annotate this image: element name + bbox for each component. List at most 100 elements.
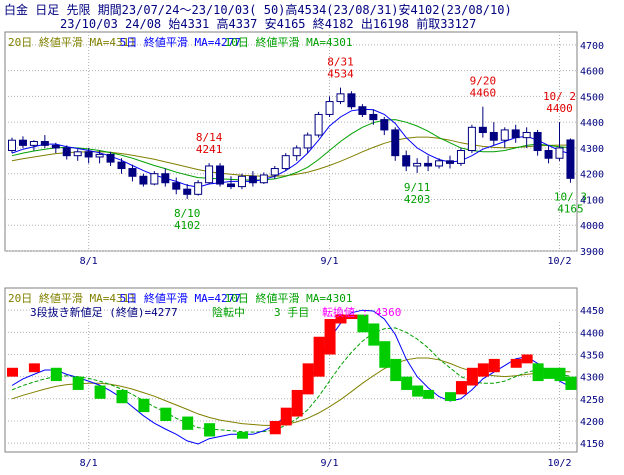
candle xyxy=(435,158,444,169)
annotation-high-value: 4400 xyxy=(546,102,573,115)
candle-body-down xyxy=(18,139,27,146)
candle-body-up xyxy=(95,153,104,158)
annotation-low-value: 4203 xyxy=(404,193,431,206)
top-ytick-label: 4600 xyxy=(580,67,604,78)
candle xyxy=(29,140,38,151)
top-ma10-line xyxy=(11,119,571,181)
candle xyxy=(347,91,356,110)
candle-body-up xyxy=(237,175,246,188)
candle-body-down xyxy=(216,165,225,185)
kagi-block-up xyxy=(335,314,347,324)
bot-ytick-label: 4350 xyxy=(580,350,604,361)
candle xyxy=(128,164,137,182)
kagi-block-up xyxy=(7,367,18,377)
candle-body-up xyxy=(194,182,203,195)
candle xyxy=(62,145,71,160)
candle xyxy=(402,150,411,172)
candle xyxy=(270,165,279,179)
bot-xtick-label: 10/2 xyxy=(547,458,571,469)
annotation-low-date: 8/10 xyxy=(174,207,201,220)
top-ytick-label: 4400 xyxy=(580,118,604,129)
candle-body-up xyxy=(259,174,268,184)
header-line-1: 白金 日足 先限 期間23/07/24～23/10/03( 50)高4534(2… xyxy=(4,2,512,17)
candle-body-down xyxy=(489,131,498,141)
top-ytick-label: 4700 xyxy=(580,41,604,52)
kagi-block-up xyxy=(291,389,303,417)
annotation-high-date: 10/ 2 xyxy=(543,90,576,103)
candle xyxy=(369,109,378,125)
candle xyxy=(336,87,345,105)
candle-body-up xyxy=(205,165,214,184)
annotation-high-value: 4241 xyxy=(196,143,223,156)
kagi-block-down xyxy=(357,314,369,333)
bot-ytick-label: 4300 xyxy=(580,373,604,384)
candle-body-down xyxy=(139,175,148,185)
kagi-block-down xyxy=(94,385,106,399)
candle xyxy=(325,96,334,118)
kagi-block-down xyxy=(204,423,216,437)
candle-body-down xyxy=(391,129,400,157)
kagi-block-down xyxy=(182,416,194,430)
kagi-block-down xyxy=(50,367,62,382)
candle xyxy=(150,171,159,186)
candle xyxy=(544,145,553,164)
bot-ytick-label: 4250 xyxy=(580,395,604,406)
kagi-block-up xyxy=(510,358,522,368)
annotation-low-date: 9/11 xyxy=(404,181,431,194)
kagi-block-up xyxy=(521,354,533,364)
candle xyxy=(95,150,104,164)
candle xyxy=(172,177,181,195)
candle-body-down xyxy=(161,173,170,184)
annotation-high-date: 9/20 xyxy=(470,75,497,88)
candle-body-up xyxy=(314,113,323,136)
kagi-block-down xyxy=(401,376,413,390)
bot-legend-entry: 5日 終値平滑 MA=4277 xyxy=(120,291,241,305)
kagi-block-up xyxy=(313,336,325,377)
candle-body-down xyxy=(424,162,433,167)
top-legend-entry: 10日 終値平滑 MA=4301 xyxy=(225,35,353,49)
top-ytick-label: 4000 xyxy=(580,221,604,232)
candle-body-down xyxy=(117,161,126,170)
candle-body-up xyxy=(500,129,509,141)
candle-body-up xyxy=(270,168,279,176)
candle-body-down xyxy=(62,147,71,157)
bot-xtick-label: 8/1 xyxy=(80,458,98,469)
top-panel-x-axis: 8/1 9/1 10/2 xyxy=(80,256,572,267)
kagi-info-count: 3 手目 xyxy=(274,305,309,319)
candle xyxy=(522,127,531,148)
top-xtick-label: 8/1 xyxy=(80,256,98,267)
kagi-block-down xyxy=(412,385,424,397)
candle xyxy=(478,106,487,138)
top-panel-frame xyxy=(4,31,578,252)
kagi-block-down xyxy=(379,341,391,368)
candle xyxy=(139,173,148,187)
kagi-info-state: 陰転中 xyxy=(212,305,245,319)
candle-body-up xyxy=(281,155,290,170)
candle-body-down xyxy=(183,188,192,195)
candle-body-down xyxy=(347,93,356,108)
candle xyxy=(413,158,422,173)
candle xyxy=(292,145,301,161)
candle xyxy=(303,132,312,154)
kagi-block-up xyxy=(269,420,281,435)
bottom-panel-x-axis: 8/1 9/1 10/2 xyxy=(80,458,572,469)
candle-body-up xyxy=(467,126,476,152)
annotation-high-date: 8/31 xyxy=(327,56,354,69)
kagi-block-up xyxy=(28,363,40,373)
candle-body-up xyxy=(150,173,159,185)
kagi-block-up xyxy=(346,314,358,320)
kagi-block-up xyxy=(488,358,500,373)
kagi-block-up xyxy=(324,319,336,355)
candle xyxy=(216,163,225,187)
bot-ytick-label: 4200 xyxy=(580,417,604,428)
candle-body-down xyxy=(84,151,93,158)
candle xyxy=(467,124,476,154)
candle xyxy=(237,173,246,190)
top-ytick-label: 4100 xyxy=(580,195,604,206)
top-legend-entry: 20日 終値平滑 MA=4311 xyxy=(8,35,136,49)
candle xyxy=(489,122,498,146)
candle-body-down xyxy=(106,153,115,163)
